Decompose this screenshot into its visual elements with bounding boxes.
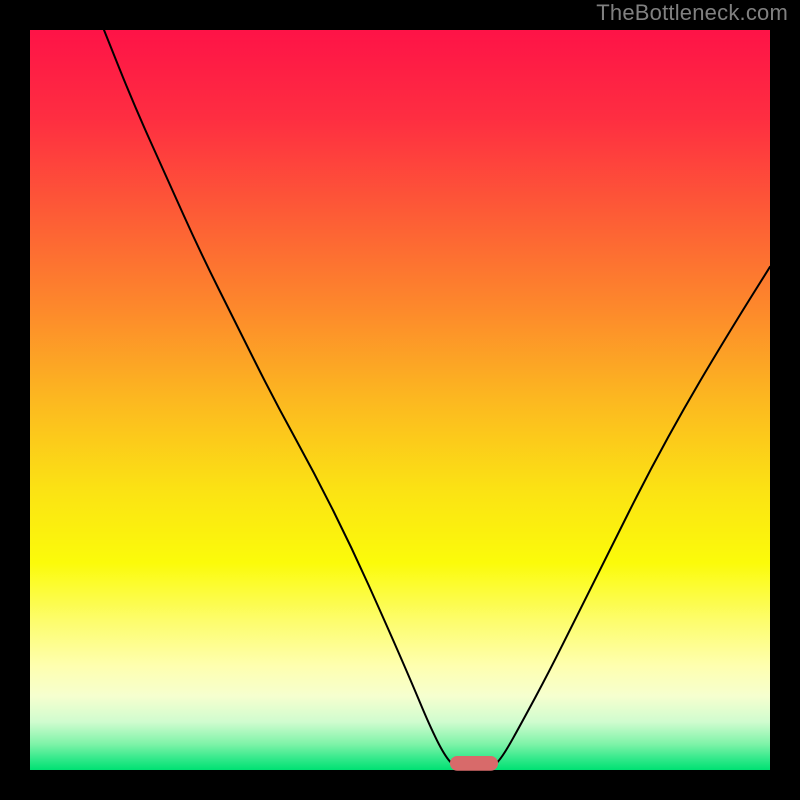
optimal-marker [450, 756, 498, 771]
chart-root: TheBottleneck.com [0, 0, 800, 800]
bottleneck-chart [0, 0, 800, 800]
plot-background [30, 30, 770, 770]
watermark-text: TheBottleneck.com [596, 0, 788, 26]
